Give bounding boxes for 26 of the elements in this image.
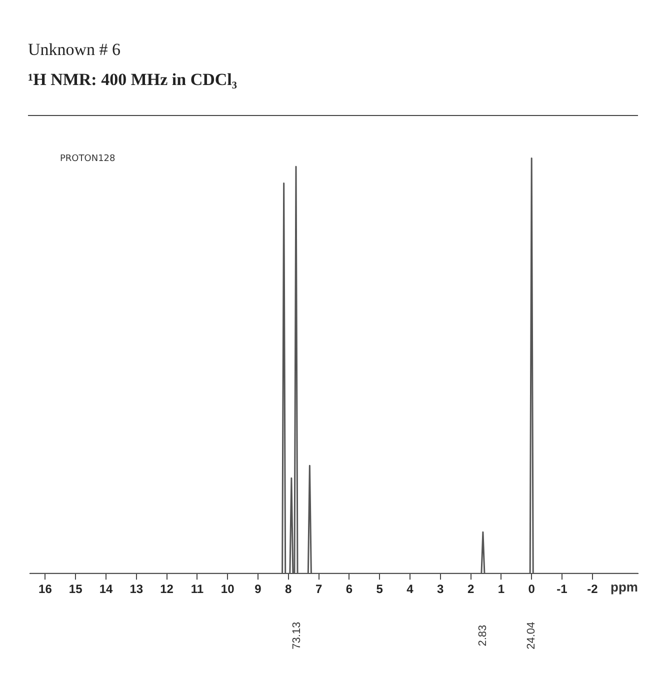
x-tick-label: -2 — [587, 582, 598, 596]
x-tick-label: 9 — [254, 582, 262, 596]
x-tick-label: 7 — [315, 582, 322, 596]
chart-subtitle: ¹H NMR: 400 MHz in CDCl₃ — [28, 70, 237, 90]
x-tick-label: 14 — [99, 582, 113, 596]
x-tick-label: 16 — [38, 582, 52, 596]
x-axis-title: ppm — [610, 580, 638, 595]
x-tick-label: 10 — [220, 582, 235, 596]
x-tick-label: 8 — [285, 582, 292, 596]
x-tick-label: 3 — [437, 582, 444, 596]
text: 73.13 — [290, 622, 303, 650]
x-tick-label: 0 — [528, 582, 536, 596]
x-tick-label: 1 — [498, 582, 505, 596]
annotation: PROTON128 — [60, 154, 116, 164]
x-tick-label: -1 — [556, 582, 568, 596]
x-tick-label: 11 — [190, 582, 204, 596]
x-tick-label: 2 — [467, 582, 474, 596]
text: 24.04 — [526, 622, 538, 650]
x-tick-label: 5 — [376, 582, 384, 596]
x-tick-label: 15 — [68, 582, 83, 596]
chart-title: Unknown # 6 — [28, 40, 121, 60]
x-tick-label: 6 — [346, 582, 353, 596]
x-tick-label: 13 — [130, 582, 144, 596]
x-tick-label: 12 — [160, 582, 174, 596]
text: 2.83 — [476, 624, 489, 646]
x-tick-label: 4 — [406, 582, 414, 596]
